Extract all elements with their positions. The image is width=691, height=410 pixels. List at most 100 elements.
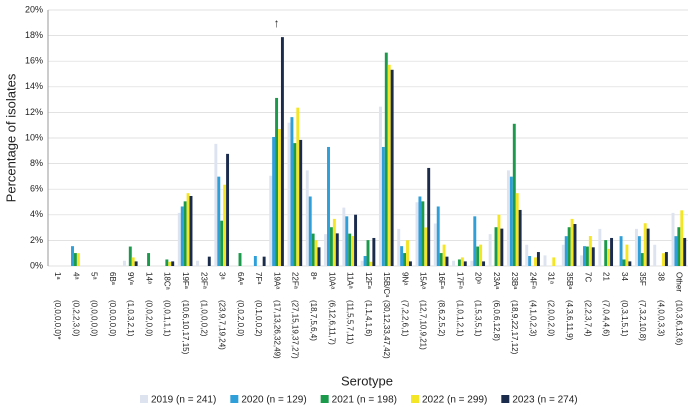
legend-label: 2022 (n = 299) [422,395,487,406]
x-count-label: (12,7,10,9,21) [419,300,428,350]
bar [400,246,404,266]
bar [168,261,172,266]
bar [677,227,681,266]
x-count-label: (17,13,26,32,49) [272,300,281,359]
bar [397,228,401,266]
bar [482,261,486,266]
bar [387,64,391,266]
x-count-label: (23,9,7,19,24) [218,300,227,350]
x-tick-label: 18Cᵃ [163,272,172,291]
bar [473,216,477,266]
bar [214,143,218,266]
bar [476,246,480,266]
bar [327,146,330,266]
bar [534,257,537,266]
x-count-label: (7,3,2,10,8) [638,300,647,341]
bar [664,252,668,266]
bar [308,196,312,266]
bar [71,246,74,266]
x-count-label: (1,0,1,2,1) [455,300,464,337]
bar [238,253,242,266]
bar [525,244,529,266]
x-tick-label: 9Nᵃ [400,272,409,286]
bar [463,261,467,266]
legend-label: 2019 (n = 241) [151,395,216,406]
y-tick-label: 16% [25,56,43,66]
y-tick-label: 4% [30,209,43,219]
x-count-label: (0,0,0,0,0) [90,300,99,337]
x-tick-label: 23Aᵃ [492,272,501,290]
bar [497,214,501,266]
bar [272,136,276,266]
x-tick-label: 9Vᵃ [126,272,135,286]
bar [680,210,684,266]
x-count-label: (0,1,0,0,2) [254,300,263,337]
bar [518,209,522,266]
x-count-label: (2,0,0,2,0) [547,300,556,337]
legend-label: 2020 (n = 129) [241,395,306,406]
bar [570,218,574,266]
bar [183,201,187,266]
x-tick-label: 1ᵃ [53,272,62,280]
x-count-label: (1,1,4,1,6) [364,300,373,337]
bar [147,253,151,266]
bar [588,236,592,266]
bar [646,228,650,266]
x-tick-label: 8ᵃ [309,272,318,280]
x-tick-label: 6Aᵃ [236,272,245,286]
bar [488,234,492,266]
bar [573,224,577,266]
bar [381,146,385,266]
bar [439,253,443,266]
legend-swatch [410,395,419,403]
x-tick-label: 7C [583,272,592,282]
bar [378,106,382,266]
bar [583,246,586,266]
x-tick-label: 7Fᵃ [254,272,263,285]
bar [406,240,409,266]
bar [196,260,200,266]
bar [528,256,532,266]
bar [585,246,589,266]
x-count-label: (0,0,0,0,0)* [53,300,62,340]
bar [607,248,611,266]
x-tick-label: 24Fᵃ [528,272,537,290]
x-count-label: (0,3,1,5,1) [620,300,629,337]
bar [457,259,461,266]
bar [408,261,412,266]
x-tick-label: 5ᵃ [90,272,99,280]
x-tick-label: 22Fᵃ [291,272,300,290]
bar [610,237,614,266]
bar [314,240,318,266]
x-count-label: (6,0,6,12,8) [492,300,501,341]
bar [177,212,181,266]
x-count-label: (27,15,19,37,27) [291,300,300,359]
x-count-label: (18,9,22,17,12) [510,300,519,355]
bar [299,139,303,266]
bar [543,255,547,266]
bar [366,240,370,266]
bar [674,236,678,266]
bar [390,69,394,266]
x-count-label: (4,3,6,11,9) [565,300,574,341]
bar [604,240,608,266]
x-tick-label: 15B/Cᵃ [382,272,391,298]
x-count-label: (0,0,0,0,0) [108,300,117,337]
legend-swatch [140,395,148,403]
bar [189,195,193,266]
bar [287,122,291,266]
bar [165,259,169,266]
x-count-label: (0,0,1,1,1) [163,300,172,337]
bar [536,252,540,266]
bar [418,196,422,266]
x-tick-label: 35Bᵃ [565,272,574,290]
bar [207,256,211,266]
legend-swatch [501,395,510,403]
x-tick-label: 16Fᵃ [437,272,446,290]
bar [403,253,407,266]
bar [384,52,388,267]
x-tick-label: 20ᵃ [474,272,483,285]
x-tick-label: Other [675,272,684,292]
x-tick-label: 21 [602,272,611,281]
